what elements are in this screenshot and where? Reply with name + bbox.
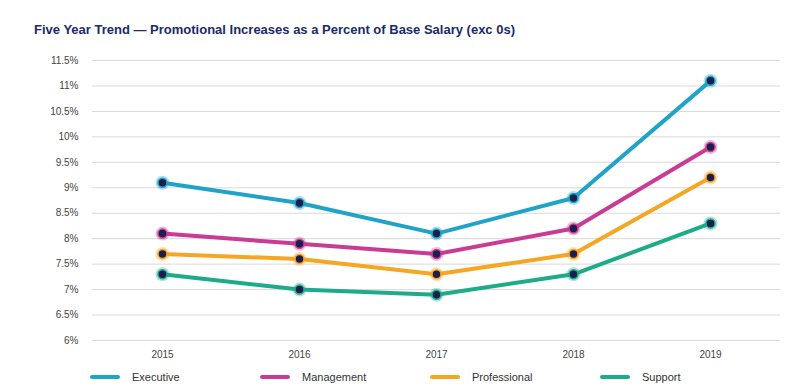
svg-text:2018: 2018	[562, 349, 585, 360]
svg-text:2016: 2016	[288, 349, 311, 360]
svg-text:11%: 11%	[59, 80, 78, 91]
svg-text:2019: 2019	[699, 349, 722, 360]
html-text:Five Year Trend — Promotional: Five Year Trend — Promotional Increases …	[34, 22, 515, 37]
html-text:Professional: Professional	[472, 371, 533, 383]
svg-text:10%: 10%	[58, 131, 78, 142]
svg-text:9%: 9%	[64, 182, 79, 193]
svg-text:2017: 2017	[425, 349, 448, 360]
svg-text:11.5%: 11.5%	[51, 55, 79, 66]
html-text:Support: Support	[642, 371, 681, 383]
svg-text:6.5%: 6.5%	[56, 309, 79, 320]
svg-text:7.5%: 7.5%	[56, 258, 79, 269]
svg-text:8%: 8%	[64, 233, 79, 244]
svg-text:7%: 7%	[64, 284, 79, 295]
svg-text:6%: 6%	[64, 335, 79, 346]
html-text:Management: Management	[302, 371, 367, 383]
svg-text:2015: 2015	[151, 349, 174, 360]
svg-text:8.5%: 8.5%	[56, 207, 79, 218]
svg-text:9.5%: 9.5%	[56, 157, 79, 168]
html-text:Executive: Executive	[132, 371, 180, 383]
svg-text:10.5%: 10.5%	[50, 106, 78, 117]
